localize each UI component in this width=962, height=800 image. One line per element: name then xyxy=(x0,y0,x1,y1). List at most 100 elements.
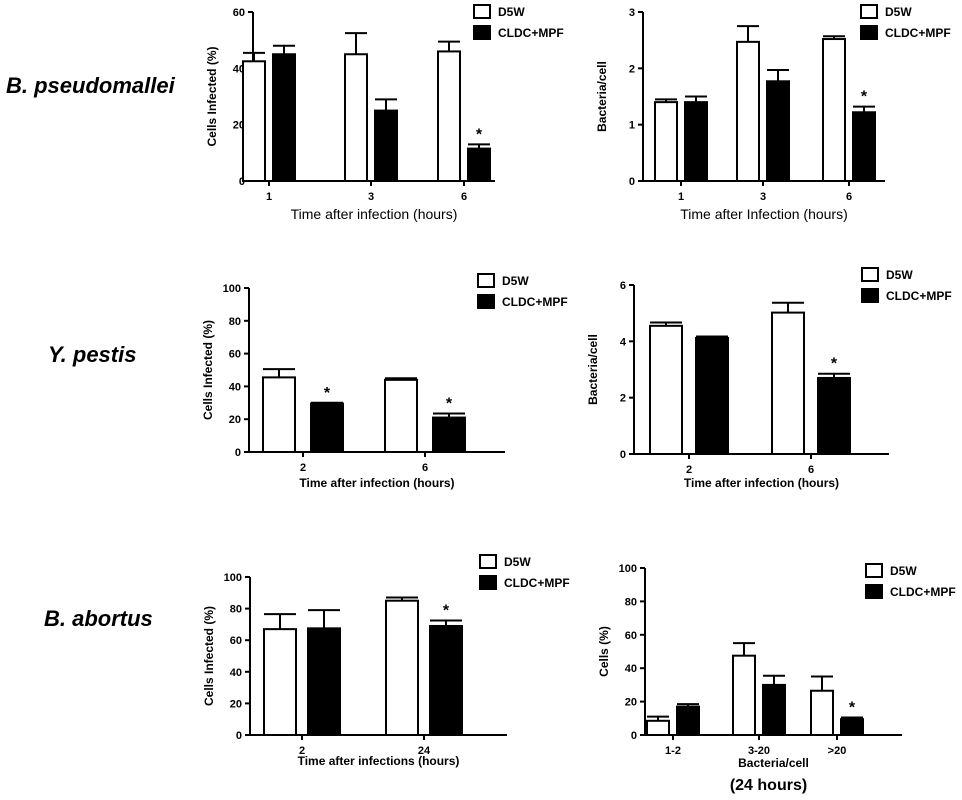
x-axis-label: Time after infections (hours) xyxy=(298,754,460,768)
bar-d5w xyxy=(646,719,670,736)
legend-swatch-d5w xyxy=(473,4,491,19)
bar-d5w xyxy=(810,689,834,736)
legend-label-d5w: D5W xyxy=(890,564,917,578)
bar-cldc-mpf xyxy=(310,402,344,453)
legend-swatch-cldc-mpf xyxy=(861,288,879,303)
significance-star: * xyxy=(443,602,450,619)
x-tick-label: 3 xyxy=(368,191,374,203)
x-axis-label: Time after infection (hours) xyxy=(291,206,458,222)
bar-d5w xyxy=(385,599,419,737)
legend-label-d5w: D5W xyxy=(885,5,912,19)
bar-d5w xyxy=(242,60,266,183)
x-axis-label: Time after infection (hours) xyxy=(684,476,839,490)
y-tick-label: 0 xyxy=(629,176,635,188)
y-axis-label: Cells Infected (%) xyxy=(202,606,216,706)
bar-cldc-mpf xyxy=(272,53,296,182)
bar-cldc-mpf xyxy=(695,336,729,456)
chart-3: 0 20 40 60 80 100 Cells Infected (%) 2 * 6 * Time a… xyxy=(201,273,568,490)
y-tick-label: 80 xyxy=(229,316,241,328)
bar-d5w xyxy=(654,101,678,182)
significance-star: * xyxy=(861,89,868,106)
x-tick-label: 1 xyxy=(266,191,272,203)
legend-swatch-d5w xyxy=(861,267,879,282)
chart-2: 0 1 2 3 Bacteria/cell 1 3 6 * Time after Infectio… xyxy=(595,4,951,222)
legend-swatch-d5w xyxy=(477,273,495,288)
legend-swatch-d5w xyxy=(865,563,883,578)
bar-d5w xyxy=(649,324,683,456)
y-axis-label: Bacteria/cell xyxy=(595,61,609,132)
x-tick-label: 3-20 xyxy=(748,745,770,757)
significance-star: * xyxy=(446,395,453,412)
x-tick-label: >20 xyxy=(828,745,847,757)
bar-cldc-mpf xyxy=(852,111,876,182)
bar-cldc-mpf xyxy=(684,101,708,182)
significance-star: * xyxy=(476,126,483,143)
legend-label-cldc-mpf: CLDC+MPF xyxy=(886,289,952,303)
bar-cldc-mpf xyxy=(307,627,341,736)
x-axis-label: Time after Infection (hours) xyxy=(680,206,848,222)
bar-d5w xyxy=(263,628,297,737)
chart-footnote: (24 hours) xyxy=(730,777,807,794)
bar-cldc-mpf xyxy=(432,416,466,453)
y-tick-label: 4 xyxy=(620,336,627,348)
y-tick-label: 100 xyxy=(223,283,241,295)
y-tick-label: 20 xyxy=(229,414,241,426)
bar-d5w xyxy=(262,376,296,454)
y-tick-label: 2 xyxy=(629,63,635,75)
y-tick-label: 0 xyxy=(235,447,241,459)
bar-cldc-mpf xyxy=(817,376,851,456)
bar-cldc-mpf xyxy=(467,147,491,183)
x-tick-label: 2 xyxy=(299,745,305,757)
legend-label-cldc-mpf: CLDC+MPF xyxy=(498,26,564,40)
chart-6: 0 20 40 60 80 100 Cells (%) 1-2 3-20 >20 * Bacteria… xyxy=(597,563,956,794)
y-tick-label: 20 xyxy=(230,698,242,710)
y-tick-label: 2 xyxy=(620,393,626,405)
bar-d5w xyxy=(384,378,418,453)
y-tick-label: 20 xyxy=(625,697,637,709)
chart-1: 0 20 40 60 Cells Infected (%) 1 3 6 * Time after … xyxy=(205,4,564,222)
x-tick-label: 1-2 xyxy=(665,745,681,757)
y-tick-label: 60 xyxy=(233,7,245,19)
significance-star: * xyxy=(849,699,856,716)
x-tick-label: 3 xyxy=(760,191,766,203)
legend-label-d5w: D5W xyxy=(498,5,525,19)
y-tick-label: 60 xyxy=(625,630,637,642)
bar-d5w xyxy=(732,654,756,736)
bar-cldc-mpf xyxy=(374,109,398,182)
y-tick-label: 40 xyxy=(229,381,241,393)
chart-4: 0 2 4 6 Bacteria/cell 2 6 * Time after infection… xyxy=(586,267,952,490)
legend-label-d5w: D5W xyxy=(502,274,529,288)
legend-label-cldc-mpf: CLDC+MPF xyxy=(502,295,568,309)
row-label-y-pestis: Y. pestis xyxy=(48,342,137,367)
legend-swatch-cldc-mpf xyxy=(477,294,495,309)
legend-label-d5w: D5W xyxy=(504,555,531,569)
bar-cldc-mpf xyxy=(429,624,463,736)
bar-cldc-mpf xyxy=(840,718,864,737)
legend-swatch-d5w xyxy=(860,4,878,19)
y-tick-label: 80 xyxy=(625,596,637,608)
significance-star: * xyxy=(324,385,331,402)
y-axis-label: Bacteria/cell xyxy=(586,334,600,405)
legend-swatch-cldc-mpf xyxy=(865,584,883,599)
chart-5: 0 20 40 60 80 100 Cells Infected (%) 2 24 * Time a… xyxy=(202,554,570,768)
y-axis-label: Cells Infected (%) xyxy=(205,46,219,146)
x-tick-label: 6 xyxy=(422,462,428,474)
y-tick-label: 100 xyxy=(619,563,637,575)
legend-swatch-cldc-mpf xyxy=(860,25,878,40)
legend-label-cldc-mpf: CLDC+MPF xyxy=(890,585,956,599)
bar-cldc-mpf xyxy=(676,705,700,736)
y-tick-label: 80 xyxy=(230,604,242,616)
bar-cldc-mpf xyxy=(766,80,790,182)
y-tick-label: 0 xyxy=(631,730,637,742)
y-tick-label: 0 xyxy=(620,449,626,461)
bar-d5w xyxy=(736,40,760,182)
y-axis-label: Cells (%) xyxy=(597,626,611,677)
x-tick-label: 2 xyxy=(686,464,692,476)
row-label-b-abortus: B. abortus xyxy=(44,606,153,631)
y-tick-label: 40 xyxy=(233,63,245,75)
x-tick-label: 1 xyxy=(678,191,684,203)
y-tick-label: 40 xyxy=(625,663,637,675)
x-tick-label: 2 xyxy=(300,462,306,474)
bar-d5w xyxy=(344,53,368,182)
legend-label-cldc-mpf: CLDC+MPF xyxy=(885,26,951,40)
